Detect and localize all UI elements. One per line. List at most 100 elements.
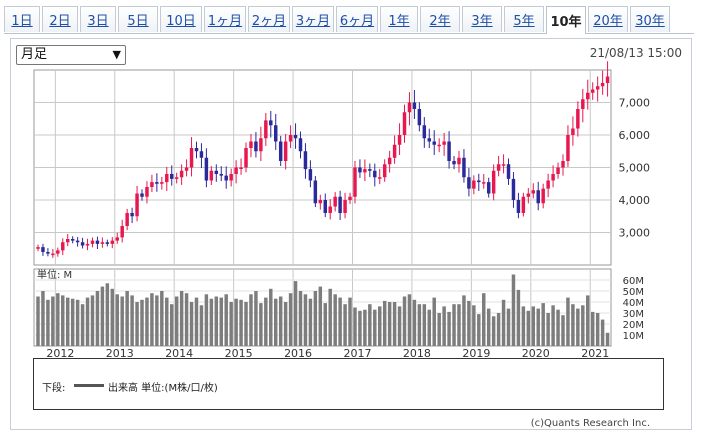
volume-bar — [378, 306, 382, 346]
volume-bar — [422, 304, 427, 346]
candle-body — [526, 193, 531, 197]
candles — [36, 61, 610, 258]
candle-body — [46, 252, 50, 254]
tab-7[interactable]: 3ヶ月 — [292, 6, 334, 32]
volume-bar — [486, 308, 491, 346]
candle-body — [288, 135, 293, 142]
volume-bar — [90, 295, 95, 346]
volume-bar — [36, 296, 40, 346]
candle-body — [333, 196, 337, 207]
candle-body — [556, 167, 560, 174]
volume-tick-label: 10M — [623, 331, 644, 342]
period-select[interactable]: 月足 ▼ — [16, 45, 126, 65]
volume-bar — [417, 304, 422, 346]
volume-bar — [368, 304, 372, 346]
axis-labels: 3,000 4,000 5,000 6,000 7,000 2012 2013 2014 201… — [37, 97, 650, 361]
volume-bar — [239, 299, 243, 346]
x-tick-label: 2020 — [522, 347, 550, 360]
volume-bar — [600, 319, 605, 346]
candle-body — [244, 148, 248, 168]
volume-bar — [234, 298, 238, 346]
volume-bar — [338, 297, 342, 346]
candle-body — [115, 237, 119, 241]
volume-bar — [105, 283, 110, 346]
tab-8[interactable]: 6ヶ月 — [336, 6, 378, 32]
volume-bar — [318, 286, 323, 346]
candle-body — [204, 157, 209, 181]
candle-body — [169, 174, 174, 179]
volume-bar — [298, 291, 303, 346]
volume-bar — [516, 289, 521, 346]
candle-body — [283, 141, 288, 161]
candle-body — [303, 151, 308, 170]
volume-bar — [179, 291, 184, 346]
volume-bar — [120, 296, 124, 346]
candle-body — [234, 167, 238, 174]
volume-bar — [482, 293, 486, 346]
volume-bar — [75, 299, 80, 346]
candle-body — [214, 170, 219, 174]
candle-body — [269, 120, 273, 126]
candle-body — [496, 164, 501, 171]
candle-body — [51, 253, 55, 256]
candle-body — [600, 83, 605, 87]
volume-bar — [209, 298, 214, 346]
tab-4[interactable]: 10日 — [160, 6, 202, 32]
tab-15[interactable]: 30年 — [630, 6, 670, 32]
candle-body — [531, 190, 536, 194]
candle-body — [521, 196, 526, 213]
candle-body — [457, 157, 461, 165]
volume-frame — [33, 268, 612, 347]
volume-bar — [140, 299, 144, 346]
price-grid — [33, 69, 612, 266]
volume-bar — [219, 297, 223, 346]
candle-body — [605, 76, 610, 83]
candle-body — [595, 86, 600, 90]
price-tick-label: 6,000 — [619, 129, 651, 142]
candle-body — [353, 167, 357, 197]
candle-body — [259, 138, 263, 152]
tab-9[interactable]: 1年 — [380, 6, 418, 32]
candle-body — [402, 112, 407, 135]
volume-bar — [269, 288, 273, 346]
volume-tick-label: 30M — [623, 309, 644, 320]
candle-body — [298, 138, 303, 152]
x-tick-label: 2014 — [165, 347, 193, 360]
tab-0[interactable]: 1日 — [4, 6, 40, 32]
candle-body — [442, 141, 446, 145]
volume-bar — [605, 332, 610, 346]
tab-2[interactable]: 3日 — [80, 6, 116, 32]
candle-body — [135, 193, 139, 217]
candle-body — [194, 148, 199, 152]
tab-3[interactable]: 5日 — [118, 6, 158, 32]
candle-body — [462, 157, 466, 178]
volume-unit-label: 単位: M — [37, 268, 72, 281]
volume-bar — [541, 303, 545, 346]
candle-body — [506, 164, 511, 179]
candle-body — [110, 240, 115, 244]
tab-6[interactable]: 2ヶ月 — [248, 6, 290, 32]
tab-11[interactable]: 3年 — [462, 6, 502, 32]
volume-bar — [353, 307, 357, 346]
tab-12[interactable]: 5年 — [504, 6, 544, 32]
volume-bar — [373, 309, 377, 346]
candle-body — [36, 247, 40, 249]
volume-bar — [506, 308, 511, 346]
tab-1[interactable]: 2日 — [42, 6, 78, 32]
volume-bar — [581, 305, 585, 346]
volume-bar — [303, 294, 308, 346]
tab-5[interactable]: 1ヶ月 — [204, 6, 246, 32]
tab-13[interactable]: 10年 — [546, 6, 586, 34]
candle-body — [417, 109, 422, 126]
candle-body — [80, 242, 85, 246]
candle-body — [65, 239, 70, 243]
candle-body — [536, 190, 540, 204]
price-tick-label: 4,000 — [619, 194, 651, 207]
tab-14[interactable]: 20年 — [588, 6, 628, 32]
tab-10[interactable]: 2年 — [420, 6, 460, 32]
candle-body — [219, 174, 223, 176]
volume-bars — [36, 274, 610, 346]
candle-body — [590, 89, 595, 93]
volume-bar — [95, 291, 100, 346]
candle-body — [318, 200, 323, 204]
